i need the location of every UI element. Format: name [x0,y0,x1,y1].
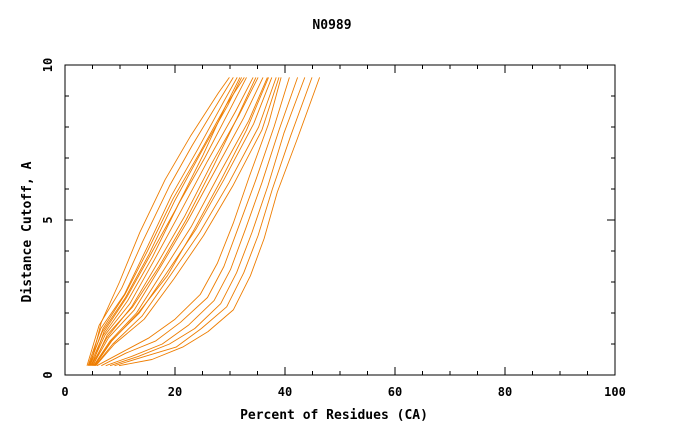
series-line-17 [96,77,282,367]
series-line-11 [89,77,230,366]
series-line-2 [87,77,238,366]
series-line-12 [91,77,241,366]
series-line-9 [93,77,273,366]
series-line-14 [94,77,269,366]
chart-title: N0989 [312,18,351,33]
series-line-16 [95,77,280,366]
tick-marks [64,64,616,376]
series-line-20 [109,77,306,367]
y-axis-label: Distance Cutoff, A [20,161,35,302]
series-line-15 [88,77,245,366]
x-tick-label: 60 [388,385,402,399]
series-line-8 [93,77,268,366]
series-line-10 [94,77,277,366]
x-tick-label: 100 [604,385,626,399]
x-tick-label: 20 [168,385,182,399]
series-group [86,77,321,367]
series-line-19 [105,77,299,367]
x-tick-label: 0 [61,385,68,399]
y-tick-label: 0 [41,371,55,378]
series-line-4 [89,77,247,366]
series-line-7 [92,77,264,366]
series-line-18 [101,77,290,367]
y-tick-label: 5 [41,216,55,223]
x-axis-label: Percent of Residues (CA) [240,408,428,423]
series-line-5 [90,77,254,366]
x-tick-label: 40 [278,385,292,399]
x-tick-label: 80 [498,385,512,399]
series-line-3 [88,77,243,366]
series-line-21 [114,77,313,367]
y-tick-label: 10 [41,58,55,72]
plot-frame [64,64,616,376]
series-line-22 [118,77,321,367]
tick-labels: 0 20 40 60 80 100 0 5 10 [41,58,626,399]
series-line-13 [92,77,257,366]
